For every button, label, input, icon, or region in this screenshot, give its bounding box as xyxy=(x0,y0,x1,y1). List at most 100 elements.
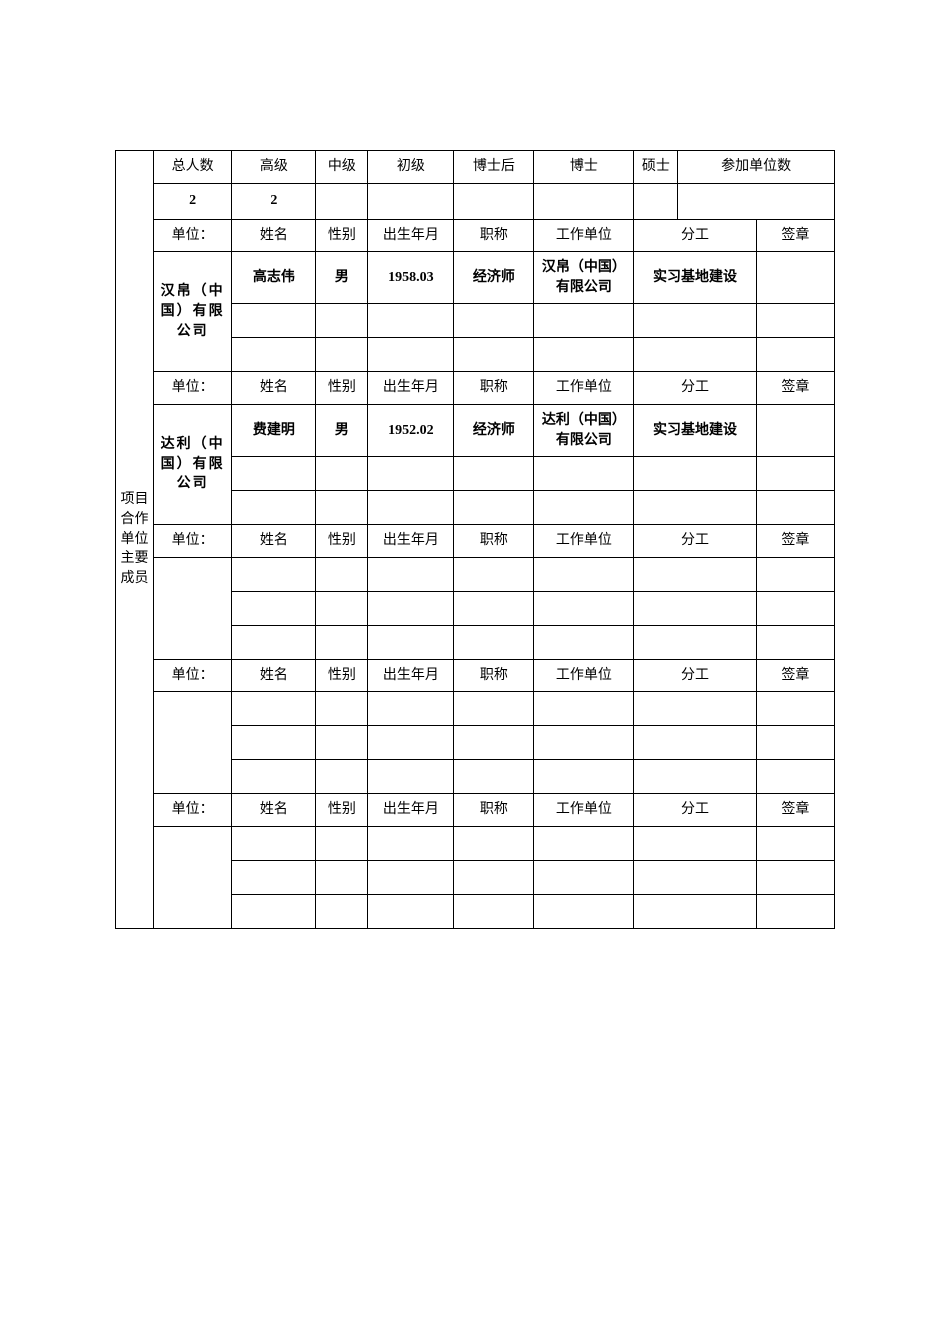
col-header-gender: 性别 xyxy=(316,219,368,252)
person-signature xyxy=(756,338,834,372)
person-name xyxy=(232,338,316,372)
person-header-row: 单位： 姓名 性别 出生年月 职称 工作单位 分工 签章 xyxy=(116,794,835,827)
person-name xyxy=(232,760,316,794)
person-workplace xyxy=(534,826,634,860)
col-header-signature: 签章 xyxy=(756,372,834,405)
person-division xyxy=(634,894,756,928)
person-division xyxy=(634,491,756,525)
summary-value-row: 2 2 xyxy=(116,183,835,219)
summary-header: 参加单位数 xyxy=(678,151,835,184)
person-title xyxy=(454,760,534,794)
unit-label: 单位： xyxy=(154,794,232,827)
person-title xyxy=(454,338,534,372)
person-birth xyxy=(368,557,454,591)
person-birth xyxy=(368,860,454,894)
col-header-name: 姓名 xyxy=(232,525,316,558)
person-title xyxy=(454,860,534,894)
col-header-name: 姓名 xyxy=(232,794,316,827)
person-signature xyxy=(756,826,834,860)
summary-header: 总人数 xyxy=(154,151,232,184)
person-title xyxy=(454,304,534,338)
person-birth: 1958.03 xyxy=(368,252,454,304)
person-title: 经济师 xyxy=(454,404,534,456)
summary-header: 博士后 xyxy=(454,151,534,184)
col-header-title: 职称 xyxy=(454,372,534,405)
person-name xyxy=(232,894,316,928)
person-header-row: 单位： 姓名 性别 出生年月 职称 工作单位 分工 签章 xyxy=(116,659,835,692)
summary-header: 博士 xyxy=(534,151,634,184)
person-workplace xyxy=(534,591,634,625)
col-header-division: 分工 xyxy=(634,659,756,692)
col-header-gender: 性别 xyxy=(316,525,368,558)
person-title xyxy=(454,894,534,928)
person-gender xyxy=(316,557,368,591)
person-name xyxy=(232,860,316,894)
person-name xyxy=(232,726,316,760)
col-header-name: 姓名 xyxy=(232,219,316,252)
person-workplace xyxy=(534,557,634,591)
col-header-division: 分工 xyxy=(634,372,756,405)
col-header-workplace: 工作单位 xyxy=(534,659,634,692)
person-workplace: 汉帛（中国）有限公司 xyxy=(534,252,634,304)
person-header-row: 单位： 姓名 性别 出生年月 职称 工作单位 分工 签章 xyxy=(116,372,835,405)
person-division xyxy=(634,591,756,625)
unit-label: 单位： xyxy=(154,219,232,252)
person-title xyxy=(454,726,534,760)
person-name xyxy=(232,591,316,625)
person-workplace: 达利（中国）有限公司 xyxy=(534,404,634,456)
person-gender: 男 xyxy=(316,252,368,304)
person-division xyxy=(634,625,756,659)
person-signature xyxy=(756,760,834,794)
person-signature xyxy=(756,591,834,625)
unit-label: 单位： xyxy=(154,525,232,558)
person-gender xyxy=(316,760,368,794)
person-birth xyxy=(368,894,454,928)
person-birth xyxy=(368,457,454,491)
person-workplace xyxy=(534,491,634,525)
person-division xyxy=(634,760,756,794)
person-division xyxy=(634,304,756,338)
col-header-workplace: 工作单位 xyxy=(534,794,634,827)
summary-header: 中级 xyxy=(316,151,368,184)
person-birth xyxy=(368,338,454,372)
summary-value xyxy=(634,183,678,219)
person-title xyxy=(454,591,534,625)
person-signature xyxy=(756,457,834,491)
person-birth xyxy=(368,625,454,659)
person-name xyxy=(232,625,316,659)
person-division: 实习基地建设 xyxy=(634,404,756,456)
unit-label: 单位： xyxy=(154,659,232,692)
person-signature xyxy=(756,304,834,338)
summary-header: 硕士 xyxy=(634,151,678,184)
person-name xyxy=(232,692,316,726)
col-header-workplace: 工作单位 xyxy=(534,372,634,405)
col-header-signature: 签章 xyxy=(756,659,834,692)
summary-value: 2 xyxy=(154,183,232,219)
person-signature xyxy=(756,491,834,525)
person-name xyxy=(232,557,316,591)
person-gender xyxy=(316,338,368,372)
unit-label: 单位： xyxy=(154,372,232,405)
person-title xyxy=(454,692,534,726)
col-header-title: 职称 xyxy=(454,659,534,692)
col-header-birth: 出生年月 xyxy=(368,794,454,827)
person-birth xyxy=(368,826,454,860)
col-header-workplace: 工作单位 xyxy=(534,525,634,558)
person-birth: 1952.02 xyxy=(368,404,454,456)
person-gender xyxy=(316,625,368,659)
summary-value xyxy=(454,183,534,219)
col-header-birth: 出生年月 xyxy=(368,219,454,252)
summary-value xyxy=(678,183,835,219)
person-row xyxy=(116,557,835,591)
col-header-division: 分工 xyxy=(634,525,756,558)
summary-value xyxy=(368,183,454,219)
summary-value: 2 xyxy=(232,183,316,219)
person-title xyxy=(454,557,534,591)
col-header-title: 职称 xyxy=(454,219,534,252)
person-birth xyxy=(368,304,454,338)
person-division xyxy=(634,457,756,491)
vertical-section-label: 项目合作单位主要成员 xyxy=(116,151,154,929)
person-gender xyxy=(316,726,368,760)
col-header-name: 姓名 xyxy=(232,372,316,405)
person-gender: 男 xyxy=(316,404,368,456)
